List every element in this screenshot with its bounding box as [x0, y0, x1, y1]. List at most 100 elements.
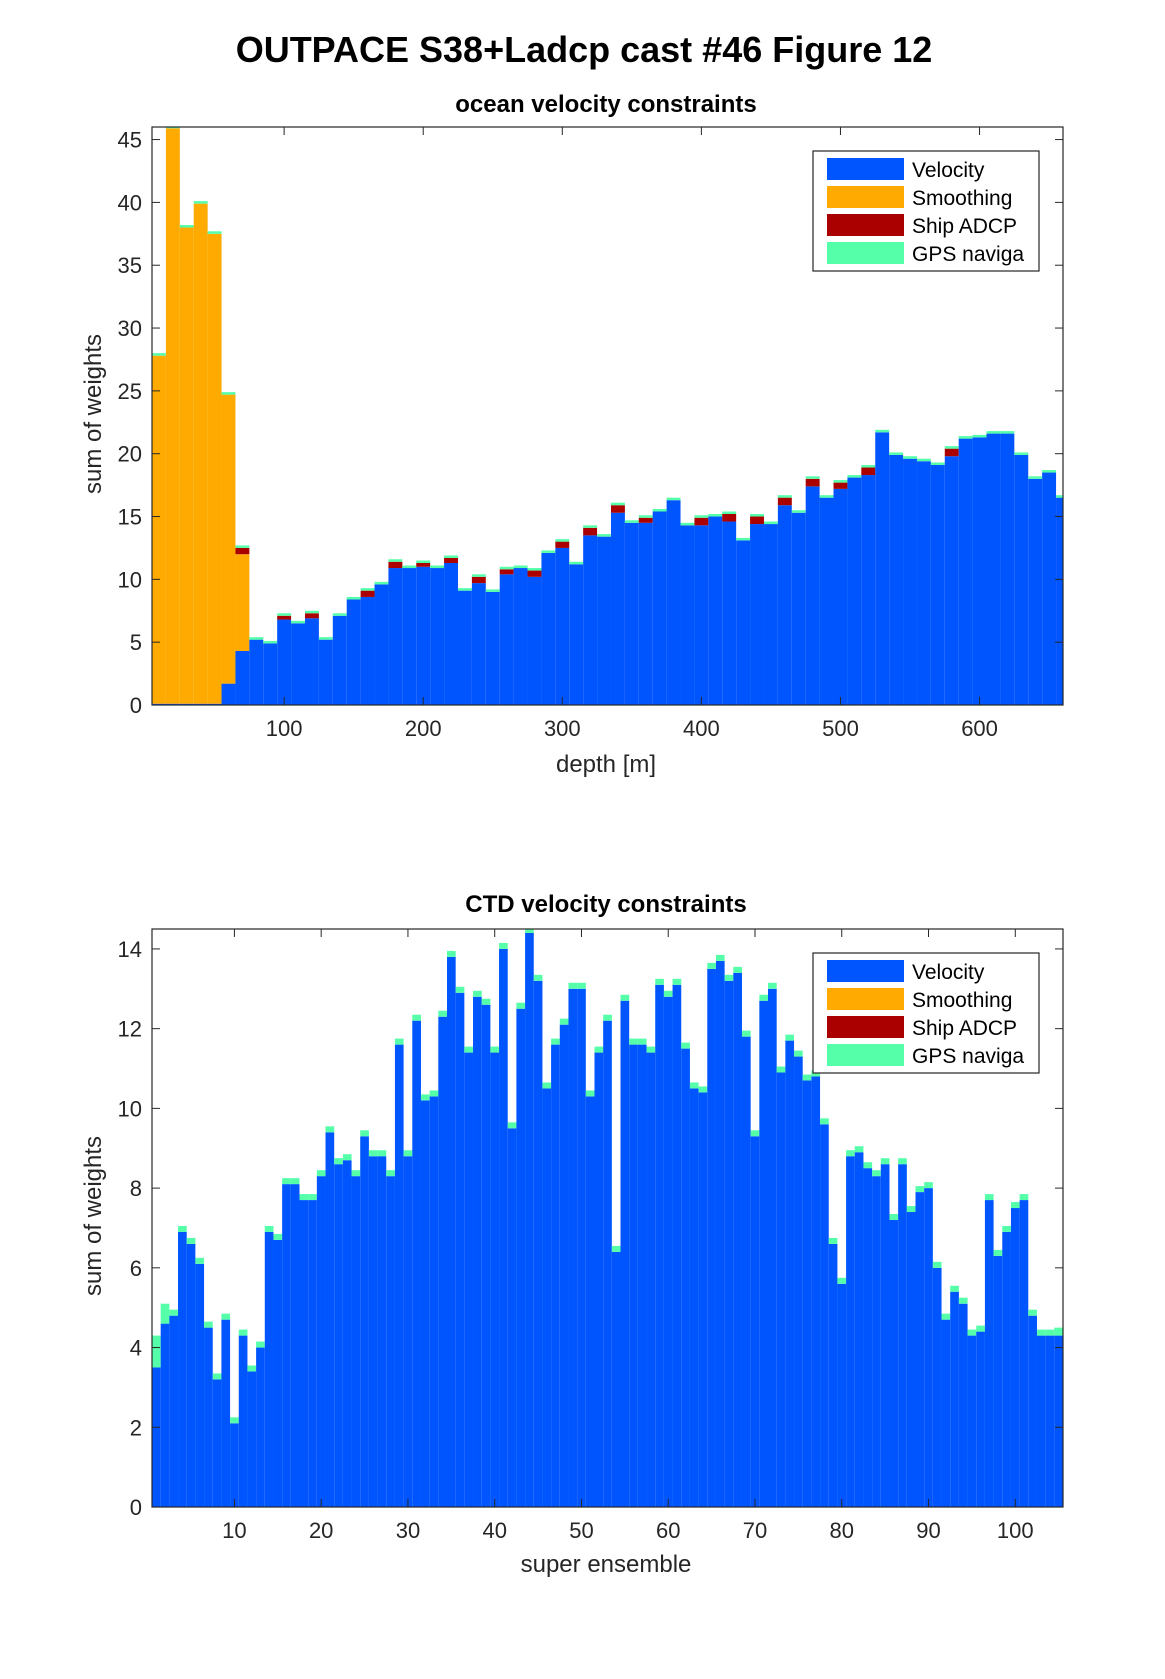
bar-segment-velocity — [374, 584, 389, 705]
bar-segment-velocity — [722, 521, 737, 705]
bar-segment-velocity — [179, 703, 194, 705]
bar-segment-gps-naviga — [386, 1170, 395, 1177]
bar-segment-gps-naviga — [481, 998, 491, 1005]
bar-segment-velocity — [672, 984, 682, 1507]
bar-segment-velocity — [698, 1092, 708, 1507]
bar-segment-velocity — [1042, 472, 1057, 705]
bar-segment-velocity — [1054, 1335, 1063, 1507]
bar-segment-gps-naviga — [689, 1082, 699, 1089]
bar-segment-velocity — [629, 1044, 638, 1507]
bar-segment-gps-naviga — [610, 502, 625, 506]
bar-segment-gps-naviga — [1010, 1202, 1020, 1209]
bar-segment-velocity — [273, 1239, 283, 1507]
bar-segment-gps-naviga — [1045, 1329, 1055, 1336]
bar-segment-ship-adcp — [499, 569, 514, 575]
legend-swatch — [827, 988, 904, 1010]
bar-segment-velocity — [249, 639, 264, 705]
bar-segment-gps-naviga — [898, 1158, 907, 1165]
legend-swatch — [827, 242, 904, 264]
legend-swatch — [827, 960, 904, 982]
plot-frame — [151, 126, 1064, 706]
bar-segment-velocity — [318, 639, 333, 705]
bar-segment-velocity — [958, 438, 973, 705]
bar-segment-ship-adcp — [805, 478, 820, 487]
bar-segment-velocity — [759, 1000, 769, 1507]
bar-segment-velocity — [637, 1044, 647, 1507]
bar-segment-velocity — [342, 1160, 352, 1507]
bar-segment-velocity — [235, 650, 250, 705]
bar-segment-velocity — [689, 1088, 699, 1507]
bar-segment-gps-naviga — [950, 1285, 959, 1292]
bar-segment-ship-adcp — [833, 482, 848, 489]
bar-segment-gps-naviga — [585, 1090, 595, 1097]
bar-segment-gps-naviga — [569, 561, 584, 565]
bar-segment-velocity — [861, 475, 876, 705]
bar-segment-gps-naviga — [559, 1018, 569, 1025]
bar-segment-gps-naviga — [759, 994, 769, 1001]
bar-segment-smoothing — [221, 394, 236, 684]
legend-label: Velocity — [912, 961, 985, 984]
bar-segment-velocity — [663, 996, 673, 1507]
bar-segment-velocity — [165, 703, 180, 705]
y-axis-label: sum of weights — [80, 1136, 107, 1296]
bar-segment-gps-naviga — [791, 510, 806, 513]
chart-title: CTD velocity constraints — [465, 891, 746, 918]
bar-segment-gps-naviga — [820, 1118, 829, 1125]
bar-segment-ship-adcp — [722, 514, 737, 522]
bar-segment-gps-naviga — [637, 1038, 647, 1045]
bar-segment-gps-naviga — [230, 1417, 239, 1424]
chart-ocean-velocity: ocean velocity constraints 100 200 300 400 5… — [80, 91, 1064, 778]
bar-segment-gps-naviga — [794, 1050, 803, 1057]
bar-segment-ship-adcp — [388, 561, 403, 569]
bar-segment-ship-adcp — [861, 467, 876, 476]
bar-segment-velocity — [464, 1052, 474, 1507]
bar-segment-ship-adcp — [360, 590, 375, 597]
bar-segment-gps-naviga — [525, 929, 534, 933]
bar-segment-gps-naviga — [750, 1130, 760, 1137]
axes: 10 20 30 40 50 60 70 80 90 100 0 2 4 6 8 10 12 14 — [118, 928, 1064, 1543]
bar-segment-gps-naviga — [805, 476, 820, 479]
bar-segment-gps-naviga — [394, 1038, 404, 1045]
bar-segment-gps-naviga — [1002, 1225, 1011, 1232]
bar-segment-velocity — [708, 516, 723, 705]
y-tick-label: 10 — [118, 567, 142, 592]
bar-segment-velocity — [507, 1128, 517, 1507]
bar-segment-gps-naviga — [527, 568, 542, 571]
bar-segment-velocity — [471, 583, 486, 705]
bar-segment-velocity — [715, 960, 725, 1507]
bar-segment-gps-naviga — [541, 550, 556, 553]
bar-segment-gps-naviga — [429, 1090, 439, 1097]
bar-segment-gps-naviga — [516, 1002, 526, 1009]
bar-segment-gps-naviga — [455, 986, 465, 993]
bar-segment-velocity — [967, 1335, 977, 1507]
bar-segment-gps-naviga — [169, 1309, 179, 1316]
x-tick-label: 10 — [222, 1518, 246, 1543]
bar-segment-ship-adcp — [471, 576, 486, 584]
bar-segment-velocity — [360, 1136, 369, 1507]
bar-segment-velocity — [837, 1283, 847, 1507]
bar-segment-velocity — [204, 1327, 213, 1507]
bar-segment-gps-naviga — [457, 588, 472, 591]
bar-segment-velocity — [499, 574, 514, 705]
bar-segment-gps-naviga — [332, 613, 347, 616]
bar-segment-gps-naviga — [403, 1150, 413, 1157]
bar-segment-gps-naviga — [681, 1042, 690, 1049]
bar-segment-gps-naviga — [889, 1214, 899, 1220]
bar-segment-gps-naviga — [776, 1066, 786, 1073]
bar-segment-ship-adcp — [777, 497, 792, 506]
bar-segment-gps-naviga — [715, 954, 725, 961]
bar-segment-gps-naviga — [763, 521, 778, 525]
bar-segment-gps-naviga — [221, 392, 236, 395]
bar-segment-gps-naviga — [420, 1094, 430, 1101]
bar-segment-gps-naviga — [707, 962, 716, 969]
bar-segment-velocity — [377, 1156, 387, 1507]
y-tick-label: 14 — [118, 937, 142, 962]
bar-segment-velocity — [238, 1335, 248, 1507]
bar-segment-velocity — [186, 1243, 196, 1507]
bar-segment-velocity — [828, 1243, 838, 1507]
bar-segment-velocity — [444, 563, 458, 705]
bar-segment-gps-naviga — [542, 1082, 552, 1089]
bar-segment-velocity — [490, 1052, 500, 1507]
bar-segment-ship-adcp — [416, 563, 431, 567]
bar-segment-velocity — [776, 1072, 786, 1507]
